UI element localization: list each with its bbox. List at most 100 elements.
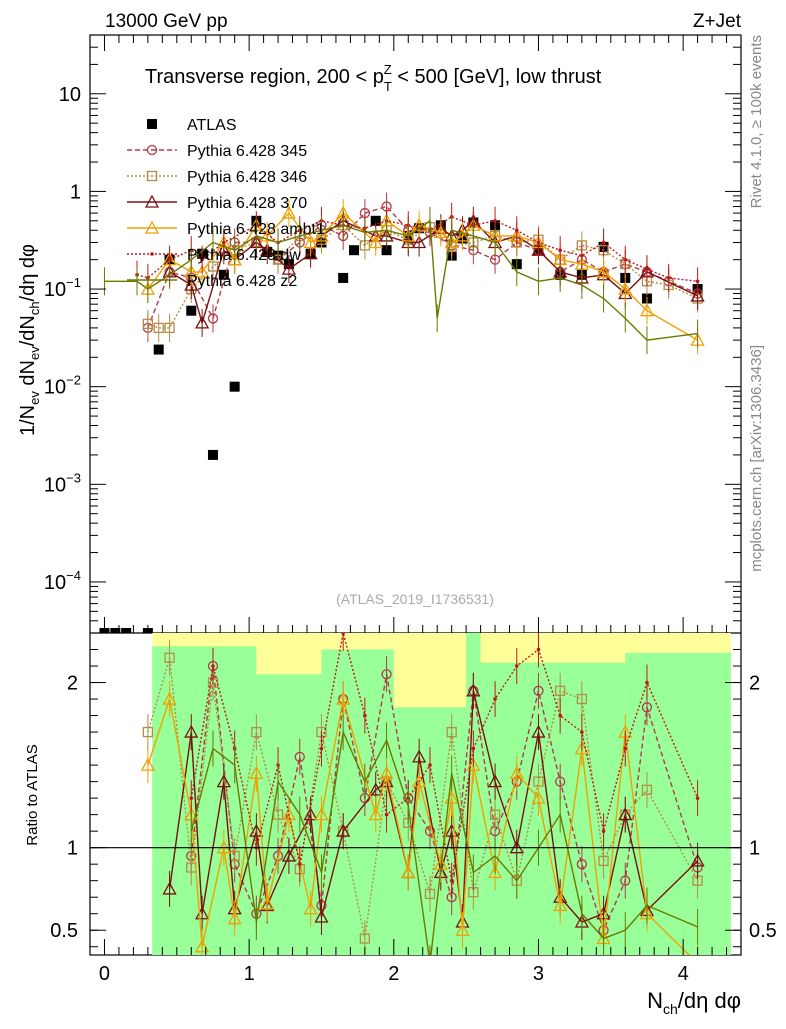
data-point-dw — [222, 240, 226, 245]
data-point-atlas — [110, 628, 121, 633]
data-point-atlas — [207, 449, 218, 460]
data-point-atlas — [121, 628, 132, 633]
data-point-p346 — [164, 322, 175, 334]
ratio-point-p370 — [162, 881, 177, 895]
data-point-p370 — [195, 315, 210, 329]
ratio-point-p345 — [294, 751, 305, 762]
ratio-line-z2 — [190, 729, 698, 955]
ratio-point-dw — [341, 633, 345, 635]
watermark: (ATLAS_2019_I1736531) — [336, 591, 494, 607]
legend-marker-p345 — [146, 144, 158, 156]
ratio-point-ambt1 — [303, 901, 318, 915]
x-axis-label: Nch/dη dφ — [647, 988, 741, 1017]
ratio-series-dw — [189, 633, 700, 899]
series-line-p370 — [169, 219, 698, 326]
ratio-point-dw — [623, 746, 628, 751]
ratio-point-p346 — [576, 693, 588, 705]
legend-marker-p370 — [144, 194, 160, 208]
data-point-p346 — [142, 318, 154, 330]
main-ylabel-d: /dη dφ — [17, 244, 39, 301]
data-point-dw — [167, 257, 172, 262]
ratio-point-p370 — [336, 823, 351, 837]
ratio-point-p345 — [641, 702, 653, 713]
ratio-point-dw — [189, 796, 194, 800]
y-tick-exponent: −2 — [66, 373, 81, 388]
ratio-point-ambt1 — [368, 807, 383, 821]
data-point-p370 — [281, 261, 297, 275]
ratio-point-dw — [211, 664, 215, 668]
legend-label-p345: Pythia 6.428 345 — [187, 143, 307, 160]
ratio-point-ambt1 — [249, 766, 264, 780]
data-point-ambt1 — [227, 252, 242, 266]
ratio-point-dw — [695, 796, 700, 800]
ratio-point-ambt1 — [487, 865, 503, 879]
y-tick-exponent: −1 — [66, 275, 81, 290]
ratio-point-dw — [319, 746, 324, 751]
ratio-point-p345 — [533, 685, 544, 696]
ratio-axes: 2 2 1 1 0.5 0.5 0 1 2 3 4 — [50, 35, 777, 985]
data-point-dw — [580, 253, 584, 258]
data-point-dw — [695, 279, 700, 284]
ratio-point-p345 — [424, 826, 436, 837]
ratio-point-ambt1 — [281, 807, 297, 821]
green-band — [152, 646, 257, 955]
ratio-point-ambt1 — [195, 939, 210, 953]
legend-label-dw: Pythia 6.428 dw — [187, 247, 301, 264]
main-panel — [90, 35, 741, 633]
data-point-atlas — [229, 381, 240, 392]
data-point-dw — [645, 267, 649, 271]
y-tick-mantissa: 10 — [59, 84, 81, 106]
ratio-point-p370 — [216, 774, 231, 788]
header-right: Z+Jet — [693, 11, 742, 32]
ratio-point-p345 — [555, 776, 566, 787]
ratio-point-dw — [601, 829, 606, 833]
data-point-ambt1 — [596, 264, 611, 278]
ratio-series — [140, 633, 705, 955]
data-point-p370 — [412, 235, 427, 249]
plot-title-b: < 500 [GeV], low thrust — [392, 66, 602, 88]
data-point-ambt1 — [184, 264, 199, 278]
legend-entry-ambt1: Pythia 6.428 ambt1 — [127, 220, 325, 238]
data-point-ambt1 — [368, 235, 383, 249]
y-tick-exponent: −4 — [66, 568, 81, 583]
ratio-point-dw — [536, 647, 541, 652]
plot-title-sup: Z — [384, 62, 392, 77]
rivet-label: Rivet 4.1.0, ≥ 100k events — [748, 35, 765, 208]
xlabel-a: N — [647, 988, 663, 1013]
ratio-point-p370 — [487, 774, 503, 788]
legend-label-atlas: ATLAS — [187, 117, 237, 134]
ratio-point-ambt1 — [466, 757, 481, 771]
ratio-point-p346 — [424, 888, 436, 900]
header-left: 13000 GeV pp — [105, 11, 228, 32]
ratio-point-p345 — [620, 875, 631, 886]
data-point-ambt1 — [412, 217, 427, 231]
plot-title-a: Transverse region, 200 < p — [145, 66, 384, 88]
legend-entry-p370: Pythia 6.428 370 — [127, 194, 307, 212]
ratio-point-p346 — [641, 784, 653, 796]
y-tick-label: 10 — [59, 84, 81, 106]
data-point-ambt1 — [444, 235, 459, 249]
data-point-dw — [623, 257, 628, 262]
legend-marker-ambt1 — [144, 220, 160, 234]
ratio-y-tick-label: 2 — [67, 673, 78, 695]
ratio-point-dw — [428, 763, 432, 767]
ratio-line-p370 — [168, 690, 699, 923]
main-ylabel-s2: ev — [27, 346, 42, 360]
x-tick-label: 0 — [99, 963, 110, 985]
data-point-atlas — [381, 245, 392, 256]
data-point-dw — [200, 257, 204, 262]
xlabel-b: /dη dφ — [678, 988, 741, 1013]
data-point-ambt1 — [455, 228, 470, 242]
x-tick-label: 3 — [533, 963, 544, 985]
main-series — [99, 192, 705, 633]
series-line-z2 — [104, 219, 698, 341]
mcplots-label: mcplots.cern.ch [arXiv:1306.3436] — [748, 345, 765, 572]
legend-marker-dw — [150, 252, 154, 256]
ratio-point-dw — [645, 680, 649, 685]
data-point-ambt1 — [639, 303, 655, 317]
data-point-p370 — [260, 242, 275, 256]
ratio-point-p346 — [446, 726, 457, 738]
